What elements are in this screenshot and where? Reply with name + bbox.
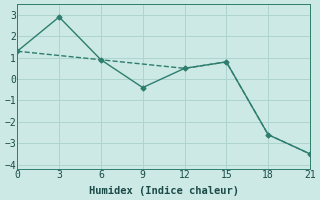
X-axis label: Humidex (Indice chaleur): Humidex (Indice chaleur): [89, 186, 239, 196]
